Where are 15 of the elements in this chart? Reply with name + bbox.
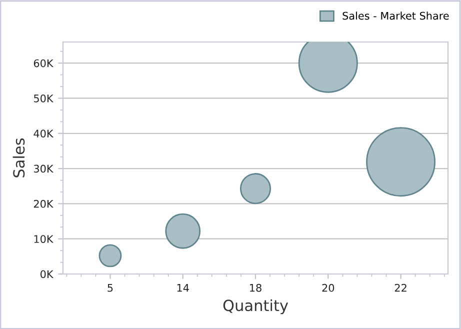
y-axis-title: Sales [12, 138, 25, 178]
y-tick-label: 0K [40, 270, 54, 278]
y-tick-label: 30K [34, 164, 54, 173]
y-tick-label: 20K [34, 200, 54, 208]
y-tick-label: 10K [34, 235, 54, 243]
x-tick-label: 18 [250, 284, 262, 292]
y-tick-label: 60K [34, 59, 54, 68]
x-axis-title: Quantity [223, 299, 288, 314]
legend-label: Sales - Market Share [342, 12, 449, 20]
y-tick-label: 50K [34, 94, 54, 102]
y-tick-label: 40K [34, 130, 54, 138]
x-tick-label: 20 [322, 284, 334, 292]
x-tick-label: 14 [177, 284, 189, 292]
x-tick-label: 5 [108, 284, 113, 292]
x-tick-label: 22 [394, 284, 406, 292]
